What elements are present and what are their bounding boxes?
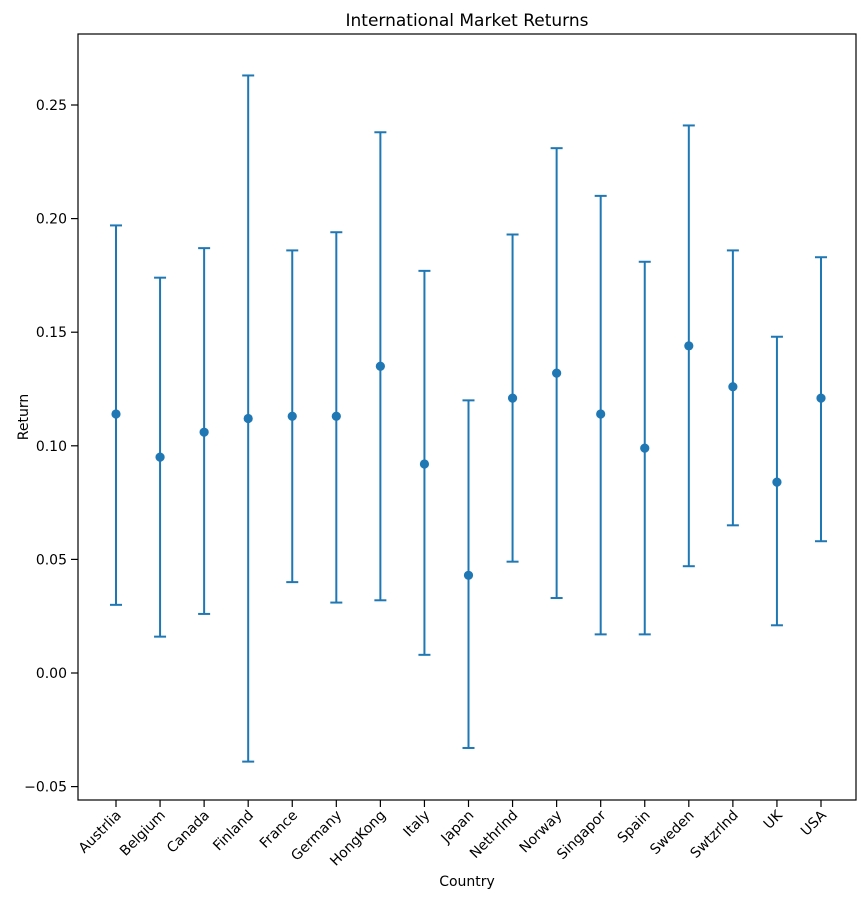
x-tick-label-canada: Canada <box>164 808 213 857</box>
axes-spines <box>77 33 857 801</box>
mean-marker <box>596 409 606 419</box>
x-tick-label-usa: USA <box>798 807 830 839</box>
errorbar-swtzrlnd <box>726 249 739 527</box>
y-axis-label: Return <box>16 394 32 440</box>
errorbar-germany <box>330 231 343 604</box>
errorbar-spain <box>638 260 651 636</box>
mean-marker <box>419 459 430 469</box>
x-tick-label-singapor: Singapor <box>554 807 610 863</box>
errorbar-sweden <box>682 124 695 568</box>
mean-marker <box>375 361 385 371</box>
mean-marker <box>287 411 297 421</box>
mean-marker <box>816 393 826 403</box>
y-tick-label: 0.05 <box>36 552 67 568</box>
x-tick-label-spain: Spain <box>615 808 654 847</box>
chart-title: International Market Returns <box>345 11 588 31</box>
mean-marker <box>507 393 518 403</box>
x-tick-label-finland: Finland <box>210 808 257 855</box>
mean-marker <box>552 368 562 378</box>
plot-area: 0.250.200.150.100.050.00−0.05AustrliaBel… <box>24 33 857 870</box>
mean-marker <box>728 382 738 392</box>
errorbar-singapor <box>594 194 607 636</box>
errorbar-uk <box>770 335 783 627</box>
y-tick-label: 0.20 <box>36 212 67 228</box>
y-tick-label: 0.10 <box>36 439 67 455</box>
mean-marker <box>243 413 253 424</box>
x-tick-label-uk: UK <box>761 807 787 833</box>
errorbar-hongkong <box>374 131 387 602</box>
x-tick-label-italy: Italy <box>400 808 433 841</box>
y-tick-label: 0.25 <box>36 98 67 114</box>
x-tick-label-swtzrlnd: Swtzrlnd <box>688 808 742 862</box>
errorbar-italy <box>418 269 431 656</box>
mean-marker <box>640 443 650 453</box>
mean-marker <box>199 427 209 437</box>
y-tick-label: 0.15 <box>36 325 67 341</box>
errorbar-japan <box>462 399 475 749</box>
x-tick-label-belgium: Belgium <box>117 808 169 860</box>
errorbar-canada <box>198 247 211 615</box>
mean-marker <box>155 452 165 462</box>
errorbar-norway <box>550 147 563 600</box>
x-axis-label: Country <box>439 874 495 890</box>
errorbar-france <box>286 249 299 584</box>
errorbar-usa <box>815 256 827 543</box>
mean-marker <box>684 341 694 351</box>
mean-marker <box>463 570 474 580</box>
y-tick-label: 0.00 <box>36 666 67 682</box>
mean-marker <box>772 477 782 487</box>
errorbar-austrlia <box>110 224 122 606</box>
mean-marker <box>111 409 121 419</box>
errorbar-belgium <box>154 276 167 638</box>
mean-marker <box>331 411 341 421</box>
y-tick-label: −0.05 <box>24 780 67 796</box>
errorbar-nethrlnd <box>506 233 519 563</box>
errorbar-finland <box>242 74 255 763</box>
x-tick-label-japan: Japan <box>438 808 478 848</box>
x-tick-label-nethrlnd: Nethrlnd <box>467 808 521 862</box>
x-tick-label-france: France <box>257 808 301 852</box>
